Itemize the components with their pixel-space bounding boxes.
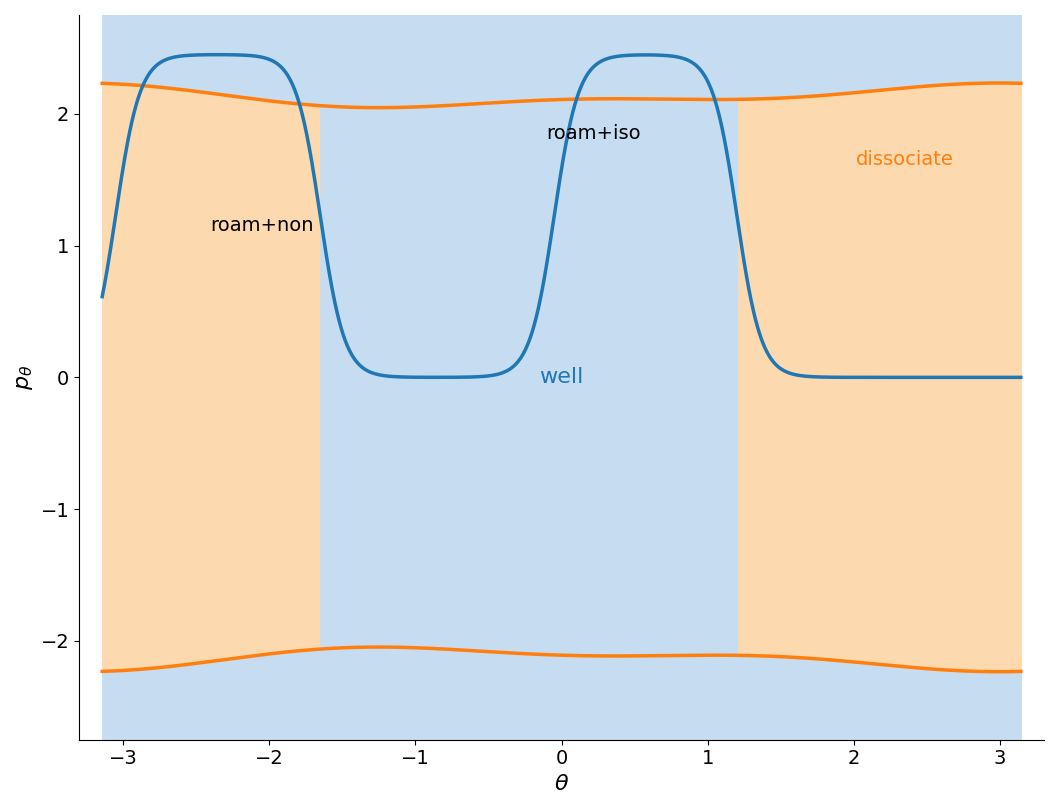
Text: roam+non: roam+non	[210, 216, 313, 235]
Text: roam+iso: roam+iso	[546, 124, 641, 143]
Text: well: well	[539, 367, 584, 388]
Text: dissociate: dissociate	[856, 150, 954, 169]
X-axis label: $\theta$: $\theta$	[554, 774, 569, 794]
Y-axis label: $p_{\theta}$: $p_{\theta}$	[15, 365, 35, 390]
